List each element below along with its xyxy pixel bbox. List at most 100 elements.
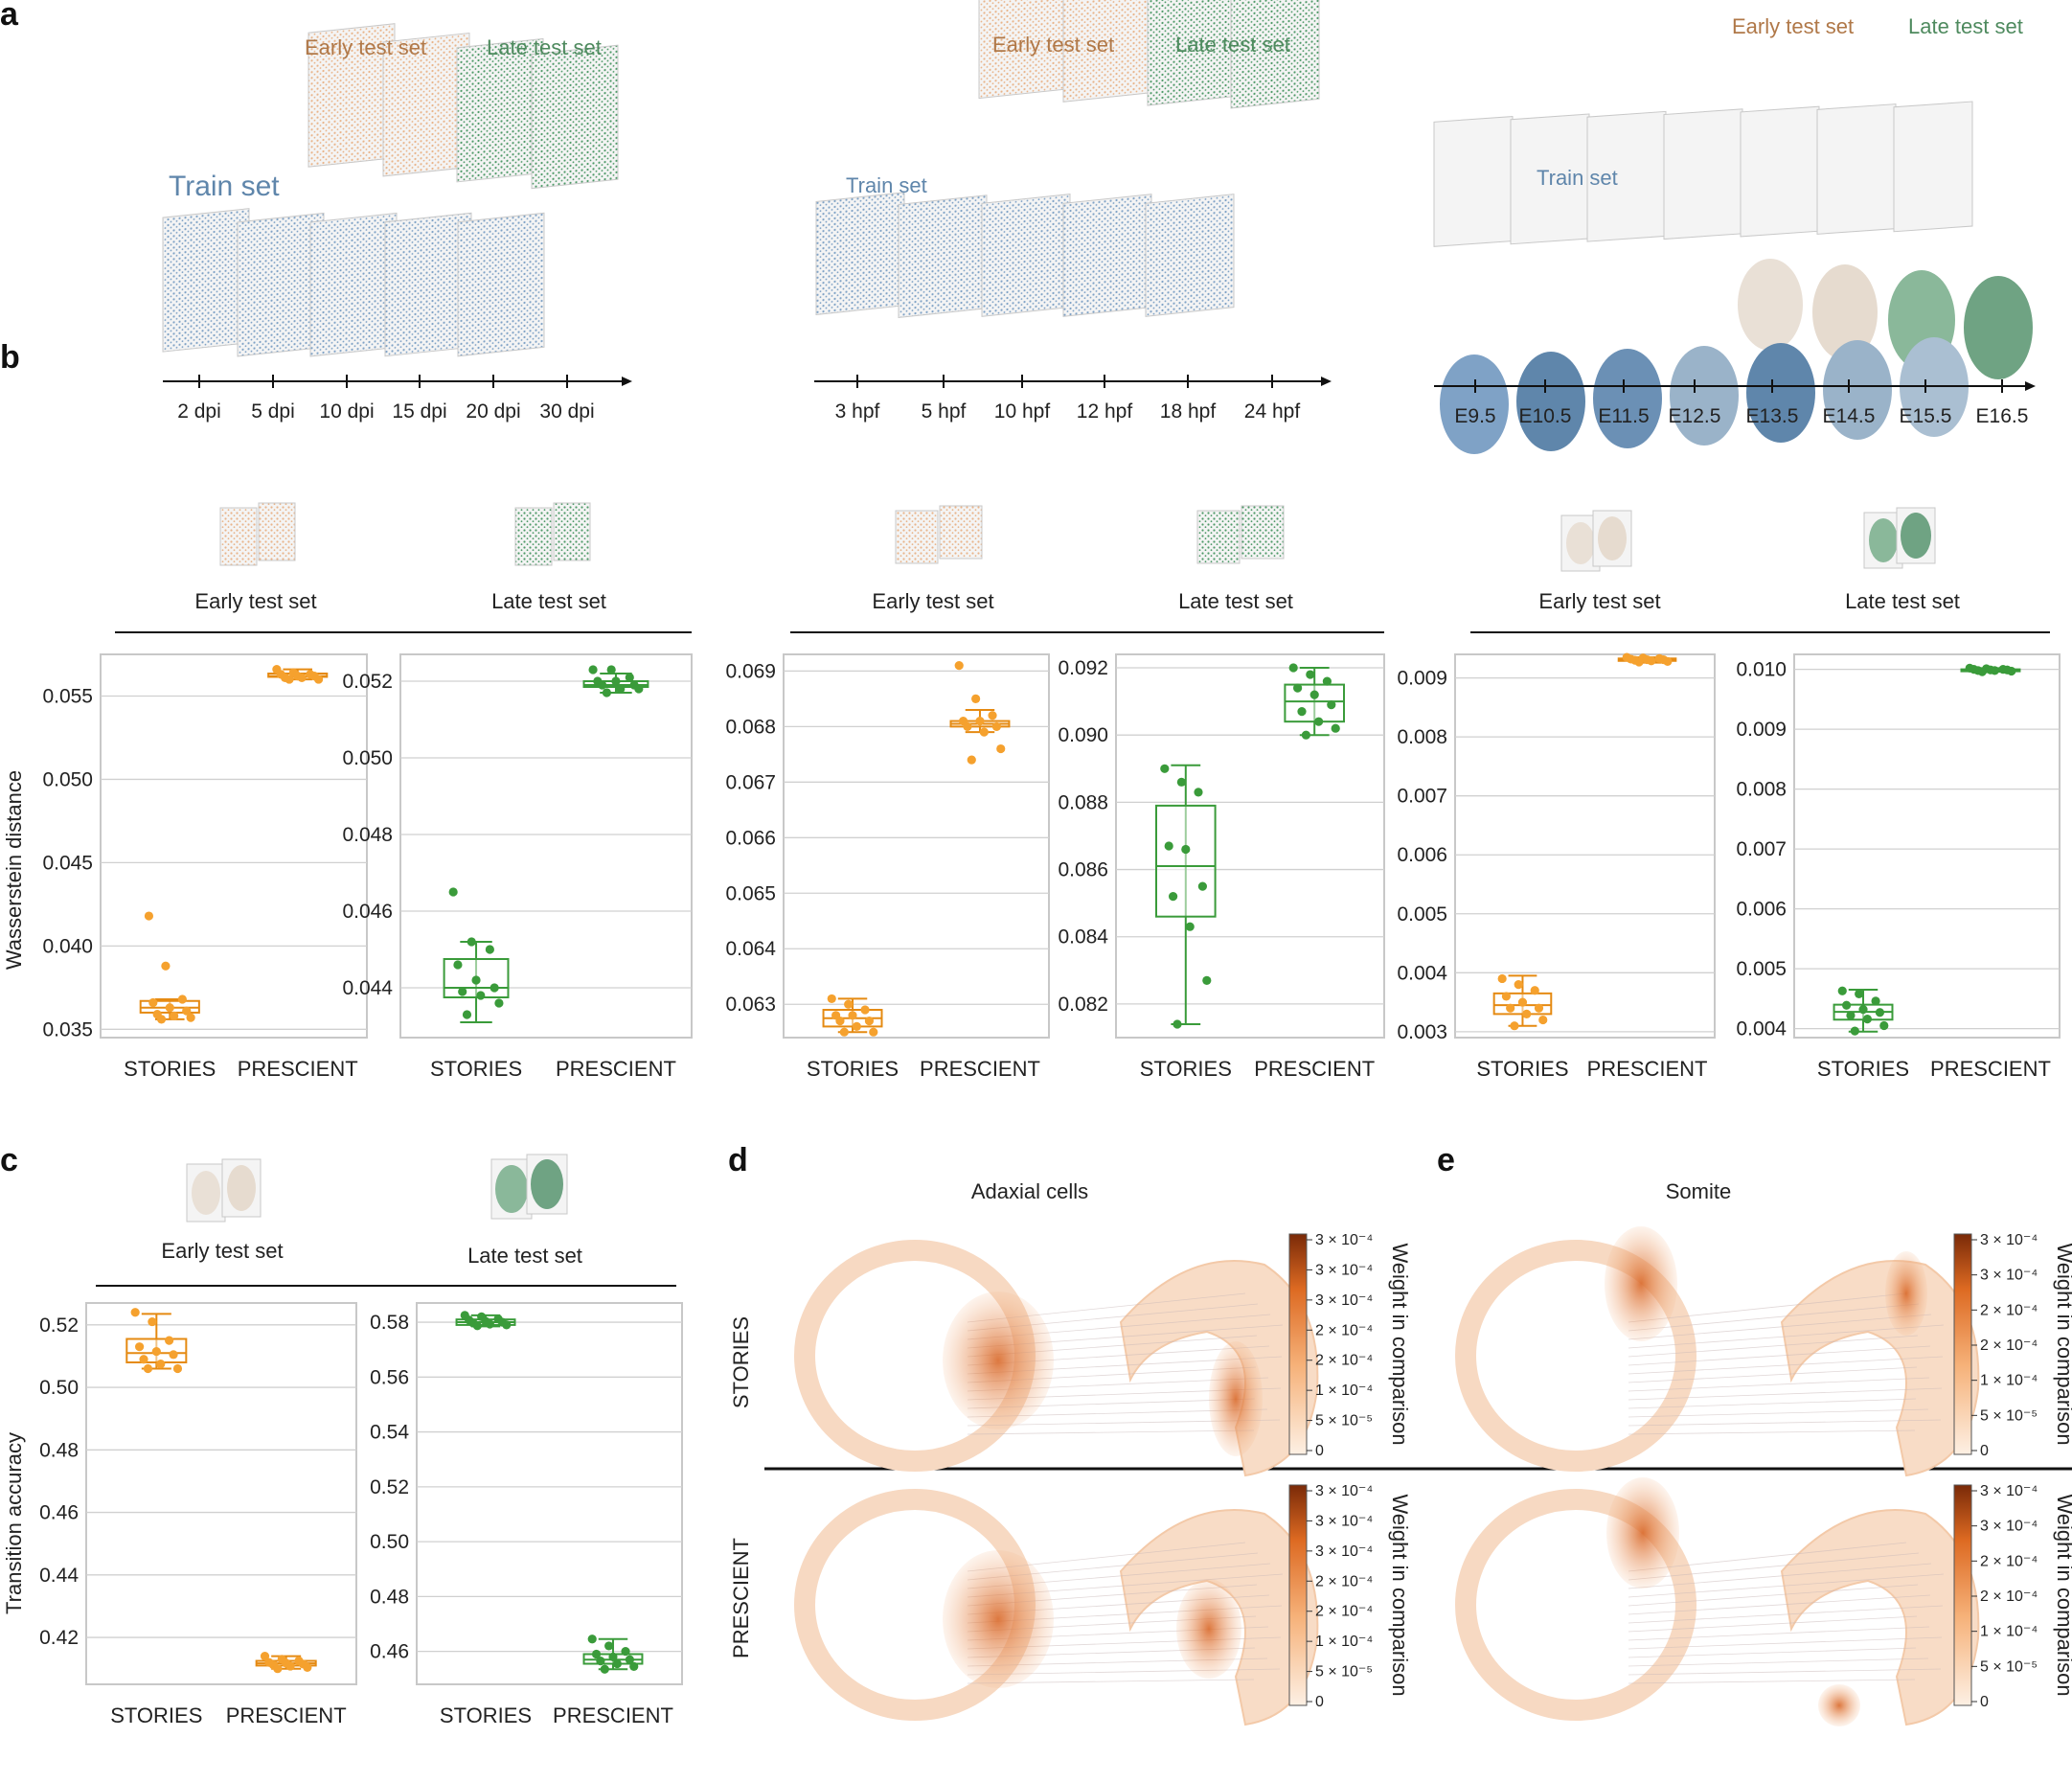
colorbar-tick-label-1: 3 × 10⁻⁴	[1980, 1519, 2038, 1535]
c-thumb-late-embryo-2	[531, 1159, 563, 1209]
transport-line-11	[1628, 1657, 1929, 1667]
transport-line-10	[1628, 1647, 1917, 1658]
ytick-label-2: 0.006	[1736, 899, 1787, 921]
ytick-label-3: 0.48	[39, 1439, 79, 1461]
colorbar-tick-label-7: 0	[1315, 1443, 1324, 1459]
mouse-train-slice-5	[1740, 105, 1820, 238]
point-STORIES-5	[1197, 881, 1207, 891]
point-PRESCIENT-9	[1301, 730, 1310, 740]
b-header-4: Late test set	[1178, 589, 1293, 613]
axolotl-tick-label-5: 30 dpi	[539, 400, 594, 423]
point-STORIES-2	[1530, 986, 1539, 995]
point-STORIES-7	[485, 1319, 494, 1329]
ytick-label-0: 0.004	[1736, 1018, 1787, 1040]
colorbar-tick-label-2: 2 × 10⁻⁴	[1980, 1553, 2038, 1569]
point-STORIES-7	[1522, 1009, 1532, 1018]
panel-c-transition: Early test set Late test set Transition …	[2, 1154, 683, 1727]
ytick-label-4: 0.007	[1397, 786, 1447, 808]
b-ylabel: Wasserstein distance	[2, 770, 26, 970]
point-STORIES-5	[1534, 1003, 1544, 1013]
b-thumb-mouse-late-embryo-1	[1869, 518, 1898, 562]
point-STORIES-8	[1538, 1015, 1548, 1025]
point-STORIES-4	[848, 1011, 857, 1020]
b-plots: 0.035 0.040 0.045 0.050 0.055 STORIES PRESCIEN…	[42, 652, 2061, 1081]
point-PRESCIENT-2	[625, 673, 634, 682]
point-STORIES-5	[864, 1017, 875, 1026]
point-STORIES-1	[844, 999, 854, 1009]
point-PRESCIENT-7	[1647, 656, 1656, 666]
b-header-3: Early test set	[872, 589, 993, 613]
point-STORIES-1	[1176, 777, 1186, 787]
point-STORIES-1	[148, 1316, 157, 1327]
mouse-train-slice-4	[1663, 108, 1743, 240]
mouse-train-slice-6	[1816, 103, 1897, 235]
panel-b-wasserstein: Early test set Late test set Early test …	[2, 502, 2061, 1081]
point-STORIES-0	[1837, 986, 1847, 995]
colorbar-tick-label-2: 2 × 10⁻⁴	[1980, 1302, 2038, 1318]
colorbar-tick-label-1: 3 × 10⁻⁴	[1980, 1268, 2038, 1284]
b-thumb-axolotl-late-2	[553, 502, 591, 561]
colorbar-tick-label-0: 3 × 10⁻⁴	[1980, 1483, 2038, 1499]
axolotl-tick-label-1: 5 dpi	[251, 400, 295, 423]
ytick-label-4: 0.008	[1736, 779, 1787, 801]
mouse-early-embryo-1	[1738, 259, 1803, 351]
b-thumb-axolotl-late-1	[514, 507, 553, 566]
colorbar	[1288, 1233, 1308, 1455]
zebrafish-train-slice-1	[815, 192, 905, 316]
ytick-label-0: 0.082	[1058, 994, 1108, 1016]
transport-line-7	[1628, 1366, 1918, 1383]
ytick-label-1: 0.064	[725, 938, 776, 960]
point-STORIES-0	[1497, 973, 1507, 984]
axolotl-late-slice-1	[456, 37, 544, 183]
b-thumb-axolotl-early-1	[219, 507, 258, 566]
colorbar-tick-label-4: 2 × 10⁻⁴	[1315, 1604, 1373, 1620]
mouse-late-label: Late test set	[1908, 14, 2023, 38]
point-PRESCIENT-5	[1327, 700, 1336, 710]
heatmap-d-prescient: 3 × 10⁻⁴ 3 × 10⁻⁴ 3 × 10⁻⁴ 2 × 10⁻⁴ 2 × 10⁻⁴…	[794, 1483, 1412, 1726]
panel-label-d: d	[728, 1142, 748, 1178]
mouse-train-slice-7	[1893, 101, 1973, 233]
fish-left-ring	[1455, 1489, 1696, 1721]
colorbar-tick-label-3: 2 × 10⁻⁴	[1980, 1589, 2038, 1605]
point-PRESCIENT-4	[975, 716, 985, 726]
ytick-label-3: 0.52	[370, 1476, 409, 1498]
mouse-dataset: Train set Early test set Late test set E…	[1433, 14, 2036, 454]
ytick-label-0: 0.42	[39, 1627, 79, 1649]
colorbar-tick-label-3: 2 × 10⁻⁴	[1980, 1337, 2038, 1354]
point-STORIES-7	[1185, 922, 1195, 931]
mouse-tick-label-5: E14.5	[1823, 405, 1876, 427]
hot-region-1	[1818, 1684, 1860, 1726]
point-STORIES-1	[161, 961, 171, 971]
colorbar-tick-label-0: 3 × 10⁻⁴	[1315, 1232, 1373, 1248]
point-PRESCIENT-2	[988, 711, 997, 720]
transport-line-8	[1628, 1377, 1930, 1392]
c-ylabel: Transition accuracy	[2, 1432, 26, 1614]
transport-line-5	[1628, 1345, 1931, 1366]
mouse-ticks: E9.5 E10.5 E11.5 E12.5 E13.5 E14.5 E15.5 E16.5	[1454, 379, 2028, 427]
ytick-label-2: 0.048	[342, 824, 393, 846]
point-STORIES-1	[1855, 989, 1864, 998]
point-PRESCIENT-5	[991, 721, 1001, 731]
ytick-label-5: 0.068	[725, 716, 776, 738]
zebrafish-train-label: Train set	[846, 173, 927, 197]
colorbar-tick-label-4: 1 × 10⁻⁴	[1980, 1624, 2038, 1640]
point-STORIES-6	[1169, 892, 1178, 902]
zebrafish-tick-label-0: 3 hpf	[835, 400, 880, 423]
hot-region-0	[943, 1292, 1054, 1429]
xtick-STORIES: STORIES	[124, 1057, 216, 1081]
mouse-train-embryo-3	[1593, 349, 1662, 448]
zebrafish-train-slice-2	[898, 194, 988, 318]
point-PRESCIENT-2	[1322, 676, 1332, 686]
point-STORIES-5	[182, 1006, 192, 1016]
colorbar-tick-label-4: 2 × 10⁻⁴	[1315, 1353, 1373, 1369]
point-PRESCIENT-7	[1314, 717, 1324, 726]
colorbar-tick-label-1: 3 × 10⁻⁴	[1315, 1513, 1373, 1529]
point-STORIES-6	[139, 1355, 148, 1364]
transport-line-4	[1628, 1335, 1919, 1358]
b-thumb-zebrafish-late-2	[1241, 505, 1285, 560]
point-STORIES-2	[1871, 996, 1880, 1006]
axolotl-axis-arrow	[622, 377, 632, 386]
colorbar-tick-label-5: 1 × 10⁻⁴	[1315, 1634, 1373, 1650]
point-STORIES-6	[458, 987, 467, 996]
ytick-label-2: 0.045	[42, 852, 93, 874]
